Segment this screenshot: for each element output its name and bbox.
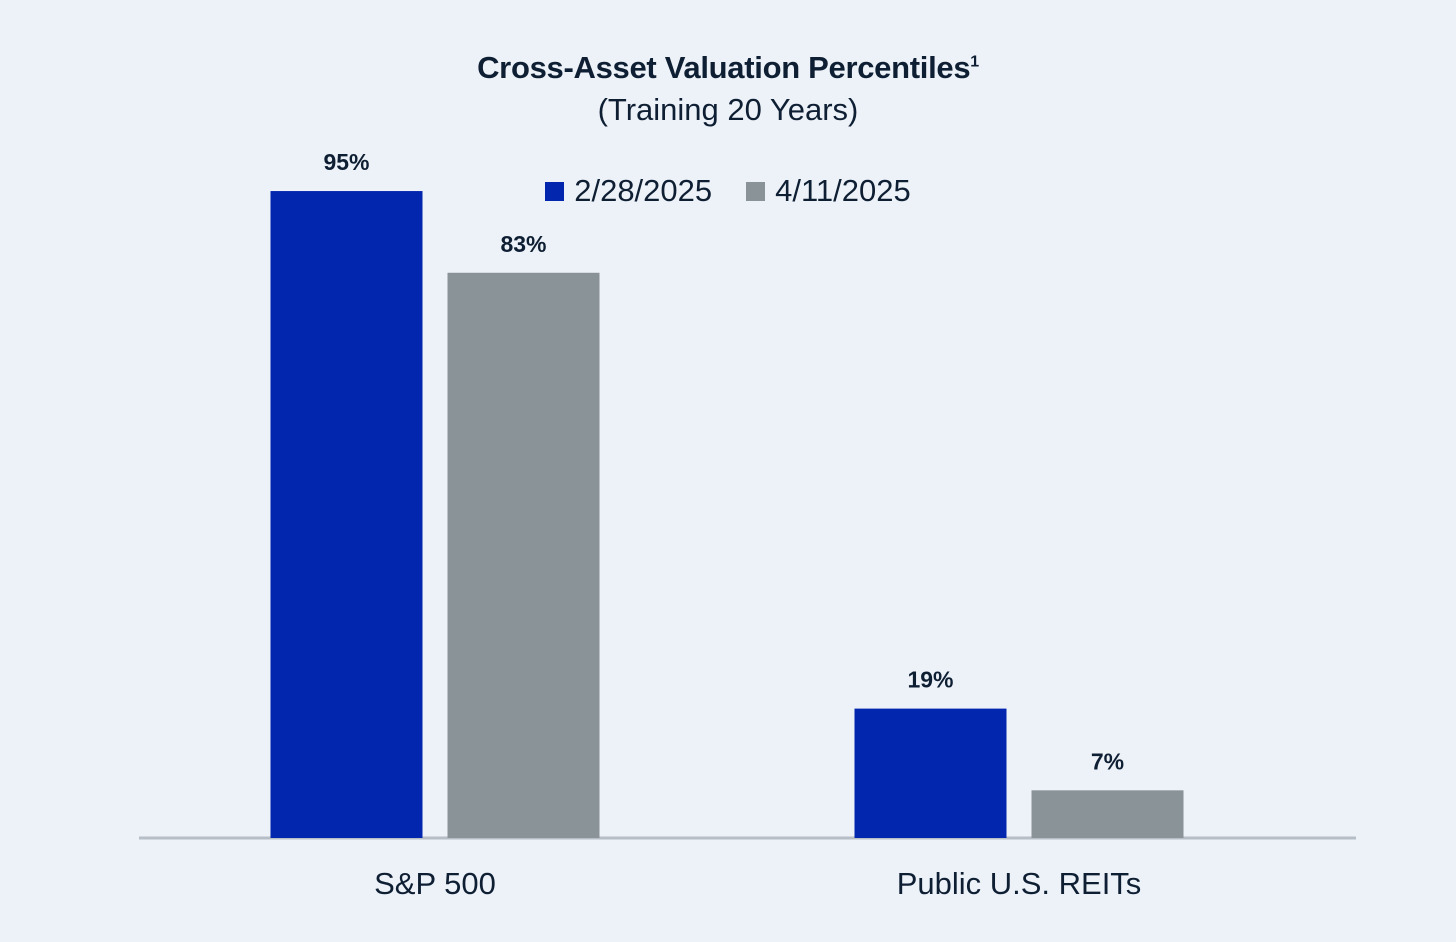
- data-label-1-series-2: 83%: [500, 231, 546, 257]
- bar-2-series-2: [1031, 790, 1184, 838]
- legend-label-series-1: 2/28/2025: [574, 173, 713, 208]
- x-tick-label-2: Public U.S. REITs: [897, 866, 1142, 901]
- x-tick-label-1: S&P 500: [374, 866, 496, 901]
- data-label-2-series-1: 19%: [907, 667, 953, 693]
- legend-label-series-2: 4/11/2025: [775, 173, 911, 208]
- legend-swatch-series-1: [545, 181, 565, 201]
- legend-item-series-2: 4/11/2025: [746, 173, 911, 209]
- bar-2-series-1: [854, 708, 1007, 838]
- chart-title: Cross-Asset Valuation Percentiles1: [477, 50, 979, 85]
- bar-1-series-1: [270, 191, 423, 839]
- chart-subtitle: (Training 20 Years): [597, 92, 859, 127]
- legend-item-series-1: 2/28/2025: [545, 173, 712, 209]
- data-label-2-series-2: 7%: [1091, 748, 1124, 774]
- chart-legend: 2/28/2025 4/11/2025: [0, 173, 1456, 209]
- bar-1-series-2: [447, 272, 600, 838]
- data-label-1-series-1: 95%: [323, 149, 369, 175]
- legend-swatch-series-2: [746, 181, 766, 201]
